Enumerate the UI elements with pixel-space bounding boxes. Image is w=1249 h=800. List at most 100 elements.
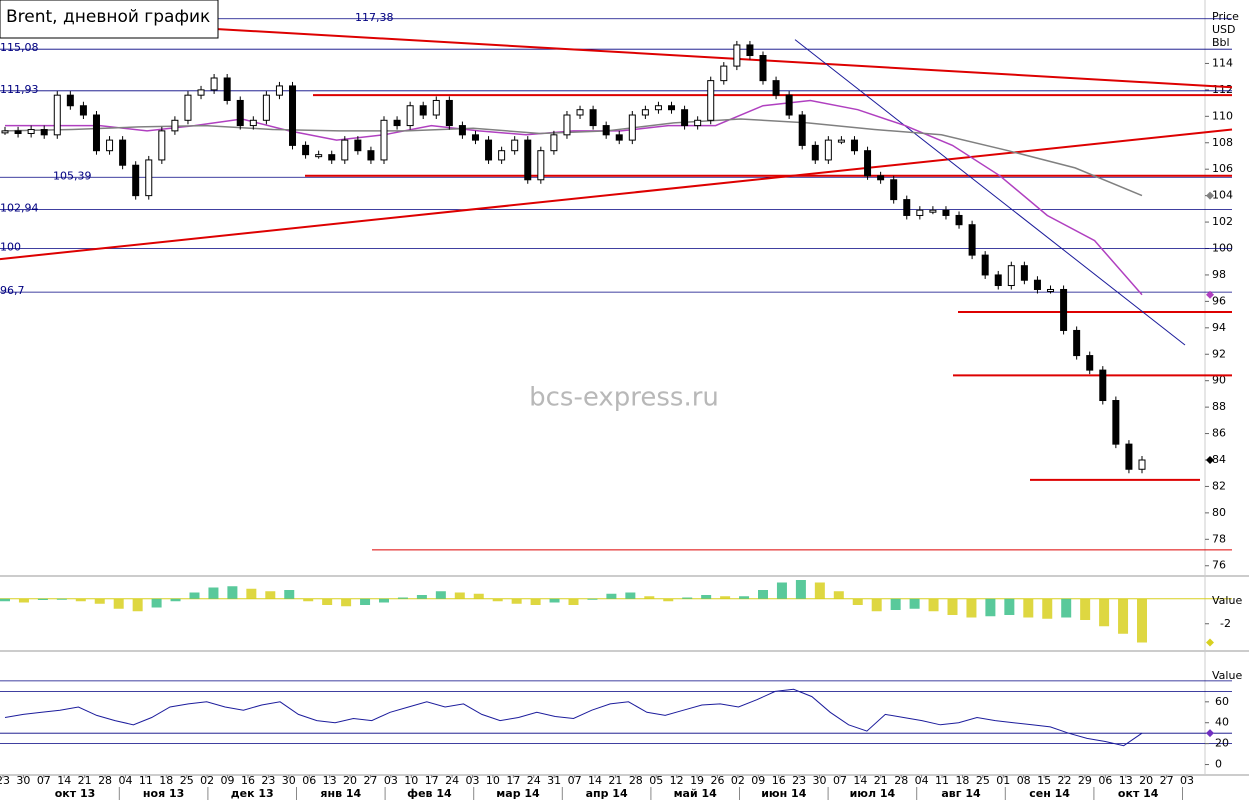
candle	[720, 65, 728, 82]
x-tick-label: 31	[547, 774, 561, 787]
y-tick-label: 108	[1212, 136, 1233, 149]
candle	[1112, 400, 1120, 445]
month-label: дек 13	[231, 787, 274, 800]
candle	[602, 125, 610, 136]
x-tick-label: 08	[1017, 774, 1031, 787]
level-label: 117,38	[355, 11, 394, 24]
y-tick-label: 112	[1212, 83, 1233, 96]
candle	[589, 109, 597, 127]
candle	[40, 129, 48, 136]
month-label: фев 14	[407, 787, 452, 800]
candle	[576, 109, 584, 116]
candle	[942, 209, 950, 216]
x-tick-label: 18	[955, 774, 969, 787]
x-tick-label: 14	[588, 774, 602, 787]
y-tick-label: 114	[1212, 56, 1233, 69]
candle	[785, 94, 793, 116]
chart-title: Brent, дневной график	[6, 7, 210, 27]
candle	[223, 77, 231, 101]
trend-line	[217, 28, 1233, 89]
candle	[968, 224, 976, 256]
candle	[302, 144, 310, 156]
y-tick-label: 106	[1212, 162, 1233, 175]
candle	[537, 150, 545, 181]
candle	[171, 119, 179, 132]
candle	[877, 175, 885, 181]
month-label: апр 14	[586, 787, 628, 800]
candle	[210, 77, 218, 91]
x-tick-label: 10	[486, 774, 500, 787]
x-tick-label: 16	[241, 774, 255, 787]
histogram-bar	[1004, 598, 1015, 615]
x-tick-label: 29	[1078, 774, 1092, 787]
candle	[485, 139, 493, 161]
histogram-bar	[587, 598, 598, 600]
candle	[1, 130, 9, 134]
candle	[929, 209, 937, 213]
histogram-bar	[985, 598, 996, 617]
candle	[746, 44, 754, 57]
candle	[354, 139, 362, 152]
candle	[524, 139, 532, 181]
histogram-bar	[795, 580, 806, 599]
last-value-marker	[1206, 290, 1214, 299]
y-tick-label: 60	[1215, 695, 1229, 708]
histogram-bar	[56, 598, 67, 600]
candle	[511, 139, 519, 152]
histogram-bar	[75, 598, 86, 602]
candle	[641, 109, 649, 116]
x-tick-label: 12	[670, 774, 684, 787]
x-tick-label: 01	[996, 774, 1010, 787]
histogram-bar	[132, 598, 143, 612]
candle	[445, 99, 453, 127]
x-tick-label: 05	[649, 774, 663, 787]
y-tick-label: 86	[1212, 427, 1226, 440]
histogram-bar	[397, 597, 408, 599]
y-tick-label: 110	[1212, 109, 1233, 122]
y-tick-label: 40	[1215, 716, 1229, 729]
month-label: мар 14	[496, 787, 540, 800]
x-tick-label: 27	[1160, 774, 1174, 787]
histogram-bar	[947, 598, 958, 615]
histogram-bar	[246, 588, 257, 599]
x-tick-label: 04	[915, 774, 929, 787]
y-tick-label: 0	[1215, 758, 1222, 771]
candle	[615, 134, 623, 141]
candle	[1047, 288, 1055, 292]
candle	[367, 150, 375, 161]
y-tick-label: 76	[1212, 559, 1226, 572]
level-label: 100	[0, 241, 21, 254]
histogram-bar	[663, 598, 674, 602]
histogram-bar	[833, 591, 844, 599]
histogram-bar	[416, 595, 427, 599]
histogram-bar	[549, 598, 560, 603]
y-tick-label: 20	[1215, 737, 1229, 750]
x-tick-label: 14	[57, 774, 71, 787]
histogram-bar	[682, 597, 693, 599]
candle	[798, 114, 806, 146]
candle	[824, 139, 832, 161]
histogram-bar	[758, 590, 768, 599]
candle	[628, 114, 636, 141]
histogram-bar	[37, 598, 48, 600]
y-axis-label: Price	[1212, 10, 1239, 23]
histogram-bar	[284, 590, 295, 599]
x-tick-label: 21	[78, 774, 92, 787]
candle	[106, 139, 114, 152]
x-tick-label: 06	[1098, 774, 1112, 787]
candle	[772, 80, 780, 96]
histogram-bar	[1042, 598, 1053, 619]
x-tick-label: 03	[384, 774, 398, 787]
candle	[393, 119, 401, 127]
candle	[145, 159, 153, 197]
candle	[1125, 443, 1133, 470]
histogram-bar	[473, 593, 484, 599]
month-label: окт 14	[1118, 787, 1159, 800]
x-tick-label: 28	[98, 774, 112, 787]
candle	[158, 130, 166, 161]
candle	[759, 55, 767, 82]
x-tick-label: 16	[772, 774, 786, 787]
y-tick-label: 90	[1212, 374, 1226, 387]
histogram-bar	[341, 598, 352, 607]
